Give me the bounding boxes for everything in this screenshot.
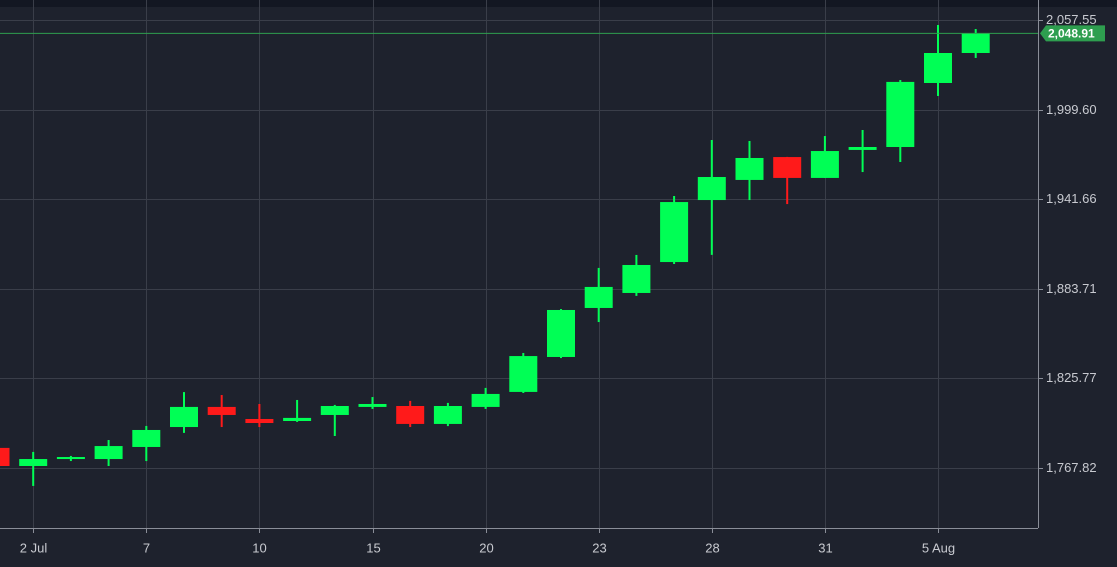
candle-body bbox=[622, 264, 651, 293]
candle-body bbox=[584, 286, 613, 308]
plot-area bbox=[0, 25, 1038, 486]
x-tick-label: 15 bbox=[366, 540, 380, 555]
x-tick-label: 31 bbox=[818, 540, 832, 555]
candle-body bbox=[320, 406, 349, 415]
candle-body bbox=[773, 157, 802, 178]
candle-body bbox=[810, 151, 839, 178]
candle-body bbox=[547, 309, 575, 357]
candle-body bbox=[924, 52, 952, 83]
candle-body bbox=[509, 356, 538, 392]
x-tick-label: 20 bbox=[479, 540, 493, 555]
candle-body bbox=[886, 81, 915, 148]
x-tick-label: 7 bbox=[143, 540, 150, 555]
axes: 1,767.82 1,825.77 1,883.71 1,941.66 1,999.60… bbox=[20, 12, 1105, 555]
candle-body bbox=[433, 406, 462, 424]
x-tick-label: 10 bbox=[252, 540, 266, 555]
top-strip bbox=[0, 0, 1117, 7]
candle-body bbox=[471, 393, 500, 407]
candle-body bbox=[56, 457, 85, 460]
x-tick-label: 2 Jul bbox=[20, 540, 48, 555]
candle-body bbox=[735, 157, 764, 180]
candle-body bbox=[961, 33, 990, 53]
candle-body bbox=[283, 417, 312, 422]
y-tick-label: 1,941.66 bbox=[1046, 191, 1097, 206]
candle-body bbox=[19, 459, 48, 466]
y-tick-label: 1,825.77 bbox=[1046, 370, 1097, 385]
x-tick-label: 28 bbox=[705, 540, 719, 555]
grid bbox=[0, 0, 1038, 528]
y-tick-label: 1,999.60 bbox=[1046, 102, 1097, 117]
y-tick-label: 1,883.71 bbox=[1046, 281, 1097, 296]
candle-body bbox=[396, 406, 425, 424]
candle-body bbox=[207, 406, 236, 415]
x-tick-label: 23 bbox=[592, 540, 606, 555]
candle-body bbox=[848, 147, 877, 150]
candle-body bbox=[94, 446, 123, 460]
candle-body bbox=[170, 406, 198, 428]
candle-body bbox=[697, 177, 726, 201]
x-tick-label: 5 Aug bbox=[922, 540, 955, 555]
candle-body bbox=[358, 403, 387, 407]
candle-body bbox=[245, 418, 274, 424]
y-tick-label: 1,767.82 bbox=[1046, 460, 1097, 475]
candle-body bbox=[660, 202, 689, 263]
last-price-label: 2,048.91 bbox=[1048, 27, 1095, 41]
y-tick-label: 2,057.55 bbox=[1046, 12, 1097, 27]
candle-body bbox=[0, 447, 10, 466]
candle-body bbox=[132, 429, 161, 447]
last-price-tag bbox=[1040, 25, 1105, 42]
